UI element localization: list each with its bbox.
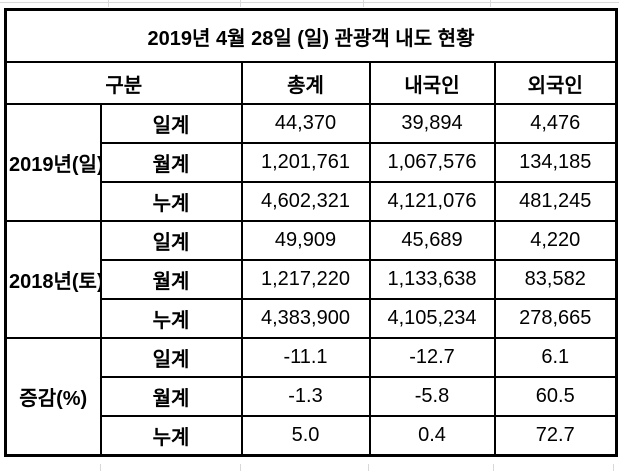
row-label: 일계 bbox=[99, 220, 243, 261]
table-row: 누계 4,602,321 4,121,076 481,245 bbox=[6, 181, 618, 222]
value-cell: 83,582 bbox=[493, 259, 618, 300]
header-foreign: 외국인 bbox=[493, 61, 618, 105]
header-row: 구분 총계 내국인 외국인 bbox=[4, 61, 618, 105]
table-row: 월계 -1.3 -5.8 60.5 bbox=[6, 376, 618, 417]
value-cell: 1,133,638 bbox=[368, 259, 496, 300]
value-cell: 4,383,900 bbox=[240, 298, 371, 339]
value-cell: 4,220 bbox=[493, 220, 618, 261]
gridline-vertical bbox=[240, 464, 241, 471]
row-label: 월계 bbox=[99, 142, 243, 183]
header-gubun: 구분 bbox=[4, 61, 243, 105]
row-label: 누계 bbox=[99, 298, 243, 339]
value-cell: -5.8 bbox=[368, 376, 496, 417]
value-cell: 0.4 bbox=[368, 415, 496, 457]
gridline-vertical bbox=[493, 464, 494, 471]
row-label: 일계 bbox=[99, 103, 243, 144]
row-label: 누계 bbox=[99, 181, 243, 222]
value-cell: -12.7 bbox=[368, 337, 496, 378]
gridline-vertical bbox=[108, 0, 109, 7]
tourist-arrivals-table: 2019년 4월 28일 (일) 관광객 내도 현황 구분 총계 내국인 외국인… bbox=[4, 8, 619, 457]
header-total: 총계 bbox=[240, 61, 371, 105]
value-cell: 4,476 bbox=[493, 103, 618, 144]
row-label: 누계 bbox=[99, 415, 243, 457]
row-label: 월계 bbox=[99, 259, 243, 300]
value-cell: 72.7 bbox=[493, 415, 618, 457]
value-cell: 1,067,576 bbox=[368, 142, 496, 183]
value-cell: 1,201,761 bbox=[240, 142, 371, 183]
table-row: 누계 4,383,900 4,105,234 278,665 bbox=[6, 298, 618, 339]
value-cell: 39,894 bbox=[368, 103, 496, 144]
value-cell: 45,689 bbox=[368, 220, 496, 261]
table-row: 누계 5.0 0.4 72.7 bbox=[6, 415, 618, 457]
gridline-vertical bbox=[100, 464, 101, 471]
group-label-2019: 2019년(일) bbox=[4, 103, 102, 222]
value-cell: 134,185 bbox=[493, 142, 618, 183]
value-cell: 481,245 bbox=[493, 181, 618, 222]
table-row: 월계 1,201,761 1,067,576 134,185 bbox=[6, 142, 618, 183]
header-domestic: 내국인 bbox=[368, 61, 496, 105]
table-row: 월계 1,217,220 1,133,638 83,582 bbox=[6, 259, 618, 300]
table-row: 2018년(토) 일계 49,909 45,689 4,220 bbox=[4, 220, 618, 339]
value-cell: -1.3 bbox=[240, 376, 371, 417]
value-cell: -11.1 bbox=[240, 337, 371, 378]
value-cell: 5.0 bbox=[240, 415, 371, 457]
gridline-vertical bbox=[368, 464, 369, 471]
gridline-vertical bbox=[613, 464, 614, 471]
value-cell: 44,370 bbox=[240, 103, 371, 144]
title-row: 2019년 4월 28일 (일) 관광객 내도 현황 bbox=[4, 8, 618, 63]
value-cell: 49,909 bbox=[240, 220, 371, 261]
value-cell: 60.5 bbox=[493, 376, 618, 417]
table-row: 증감(%) 일계 -11.1 -12.7 6.1 bbox=[4, 337, 618, 457]
gridline-vertical bbox=[490, 0, 491, 7]
gridline-horizontal-top bbox=[0, 2, 619, 3]
value-cell: 4,121,076 bbox=[368, 181, 496, 222]
gridline-vertical bbox=[363, 0, 364, 7]
table-title: 2019년 4월 28일 (일) 관광객 내도 현황 bbox=[4, 8, 618, 63]
row-label: 일계 bbox=[99, 337, 243, 378]
group-label-2018: 2018년(토) bbox=[4, 220, 102, 339]
gridline-vertical bbox=[240, 0, 241, 7]
value-cell: 1,217,220 bbox=[240, 259, 371, 300]
group-label-change: 증감(%) bbox=[4, 337, 102, 457]
value-cell: 4,105,234 bbox=[368, 298, 496, 339]
value-cell: 6.1 bbox=[493, 337, 618, 378]
table-row: 2019년(일) 일계 44,370 39,894 4,476 bbox=[4, 103, 618, 222]
row-label: 월계 bbox=[99, 376, 243, 417]
value-cell: 278,665 bbox=[493, 298, 618, 339]
value-cell: 4,602,321 bbox=[240, 181, 371, 222]
